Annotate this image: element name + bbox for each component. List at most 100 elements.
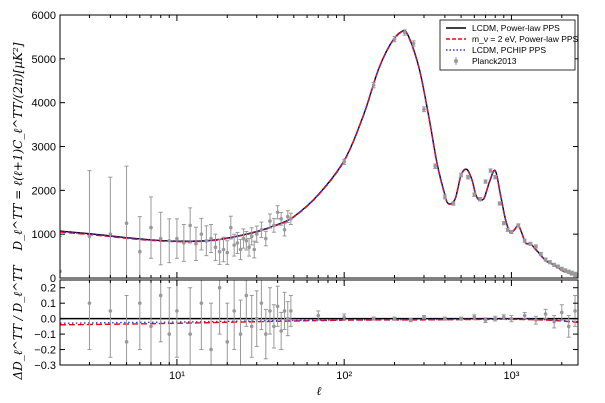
data-point: [235, 241, 240, 245]
data-point: [279, 329, 283, 333]
data-point: [466, 175, 470, 179]
data-point: [124, 221, 129, 226]
x-tick-label: 10²: [336, 370, 352, 382]
y-tick-label: 5000: [32, 54, 56, 66]
data-point: [282, 227, 287, 232]
data-point: [244, 293, 249, 298]
data-point: [451, 201, 456, 206]
data-point: [342, 160, 346, 164]
data-point: [573, 309, 577, 313]
data-point: [217, 249, 222, 254]
data-point: [371, 316, 376, 321]
legend-entry: LCDM, Power-law PPS: [472, 23, 560, 33]
data-point: [516, 223, 521, 228]
y-axis-label: ΔD_ℓ^TT / D_ℓ^TT: [11, 264, 25, 380]
data-point: [371, 83, 376, 87]
data-point: [285, 214, 290, 219]
data-point: [422, 107, 426, 112]
data-point: [238, 332, 243, 336]
data-point: [488, 168, 493, 173]
data-point: [175, 309, 179, 313]
data-point: [175, 236, 179, 241]
data-point: [108, 232, 113, 236]
data-point: [194, 242, 198, 246]
y-tick-label: 0: [50, 273, 56, 285]
data-point: [408, 318, 413, 322]
data-point: [268, 219, 272, 223]
data-point: [232, 309, 236, 313]
data-point: [505, 227, 510, 232]
series-lcdm-pchip-pps-bottom: [60, 318, 578, 324]
data-point: [241, 236, 246, 241]
data-point: [478, 197, 482, 201]
data-point: [213, 245, 218, 250]
data-point: [493, 316, 498, 321]
data-point: [247, 245, 251, 250]
data-point: [264, 236, 268, 241]
data-point: [443, 316, 447, 321]
data-point: [342, 315, 346, 319]
data-point: [459, 173, 463, 177]
data-point: [249, 234, 254, 239]
data-point: [528, 242, 533, 246]
y-tick-label: 4000: [32, 98, 56, 110]
y-tick-label: 6000: [32, 10, 56, 22]
data-point: [509, 316, 514, 321]
data-point: [501, 315, 506, 319]
data-point: [232, 243, 236, 247]
data-point: [204, 238, 209, 243]
data-point: [422, 315, 426, 319]
legend-entry: Planck2013: [472, 56, 517, 66]
data-point: [534, 318, 538, 322]
y-tick-label: 2000: [32, 185, 56, 197]
data-point: [543, 312, 548, 316]
data-point: [566, 270, 571, 274]
data-point: [158, 293, 163, 298]
data-point: [167, 332, 172, 336]
data-point: [268, 309, 272, 313]
data-point: [433, 164, 437, 169]
data-point: [289, 309, 293, 313]
data-point: [275, 304, 280, 309]
data-point: [182, 241, 186, 245]
data-point: [282, 309, 287, 313]
data-point: [497, 201, 502, 206]
data-point: [149, 225, 153, 230]
legend-entry: LCDM, PCHIP PPS: [472, 45, 546, 55]
data-point: [199, 232, 204, 236]
data-point: [272, 324, 276, 329]
data-point: [534, 244, 538, 249]
data-point: [275, 210, 280, 215]
data-point: [543, 257, 548, 262]
data-point: [522, 313, 527, 318]
data-point: [188, 332, 192, 336]
data-point: [188, 223, 192, 228]
plot-frame-bottom: [59, 279, 579, 366]
data-point: [559, 266, 564, 271]
x-tick-label: 10³: [503, 370, 519, 382]
series-planck2013-bottom: [87, 280, 578, 365]
data-point: [225, 340, 230, 344]
data-point: [264, 332, 268, 336]
y-tick-label: 0.0: [41, 314, 56, 326]
data-point: [392, 37, 397, 41]
data-point: [272, 223, 276, 228]
data-point: [249, 324, 254, 329]
data-point: [443, 195, 447, 199]
data-point: [225, 250, 230, 255]
data-point: [259, 227, 264, 232]
data-point: [472, 315, 477, 319]
top-panel: 0 1000 2000 3000 4000 5000 6000 D_ℓ^TT = ℓ(ℓ+1)…: [11, 10, 579, 285]
data-point: [566, 324, 571, 329]
data-point: [244, 238, 249, 243]
data-point: [556, 264, 560, 269]
data-point: [316, 313, 321, 318]
data-point: [167, 238, 172, 243]
data-point: [138, 249, 142, 254]
data-point: [563, 268, 568, 273]
data-point: [259, 301, 264, 305]
data-point: [402, 30, 407, 35]
data-point: [289, 217, 293, 221]
